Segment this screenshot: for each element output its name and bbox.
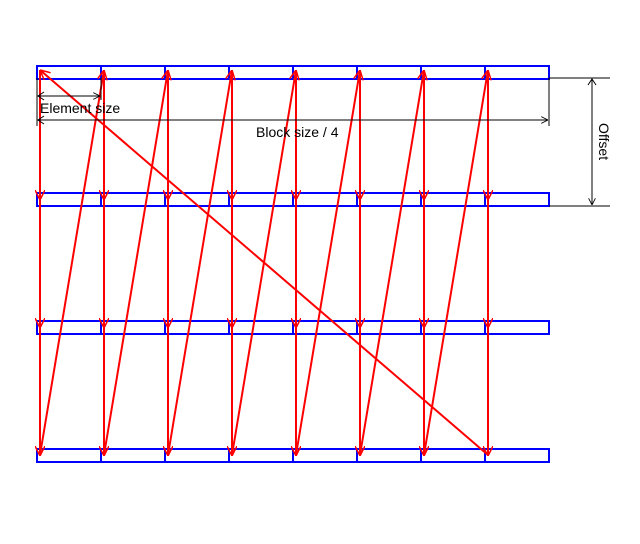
memory-cell [484,192,550,207]
diagonal-arrow [359,70,424,456]
diagonal-arrow [167,70,232,456]
memory-cell [420,448,486,463]
memory-cell [292,448,358,463]
memory-cell [420,192,486,207]
memory-cell [228,65,294,80]
arrow-head [37,115,45,125]
memory-cell [100,448,166,463]
arrow-head [37,91,45,101]
memory-cell [356,320,422,335]
memory-cell [36,192,102,207]
memory-cell [164,448,230,463]
memory-cell [356,448,422,463]
diagonal-arrow [39,70,104,456]
diagonal-arrow [103,70,168,456]
memory-cell [356,65,422,80]
memory-cell [484,448,550,463]
memory-cell [292,192,358,207]
memory-cell [228,192,294,207]
memory-cell [228,448,294,463]
memory-cell [420,65,486,80]
memory-cell [292,65,358,80]
memory-cell [420,320,486,335]
memory-cell [484,65,550,80]
block-size-label: Block size / 4 [256,124,339,140]
memory-cell [100,192,166,207]
memory-cell [292,320,358,335]
memory-cell [164,320,230,335]
element-size-label: Element size [40,100,120,116]
dimensions [36,77,610,207]
return-arrow [40,70,489,456]
diagonal-arrow [423,70,488,456]
memory-cell [228,320,294,335]
memory-cell [36,320,102,335]
diagonal-arrow [295,70,360,456]
offset-label: Offset [596,123,612,160]
memory-cell [100,65,166,80]
memory-cell [36,448,102,463]
memory-cell [164,65,230,80]
memory-cell [100,320,166,335]
memory-cell [484,320,550,335]
arrow-head [587,78,597,86]
memory-cell [356,192,422,207]
access-arrows [40,70,488,456]
memory-cell [36,65,102,80]
